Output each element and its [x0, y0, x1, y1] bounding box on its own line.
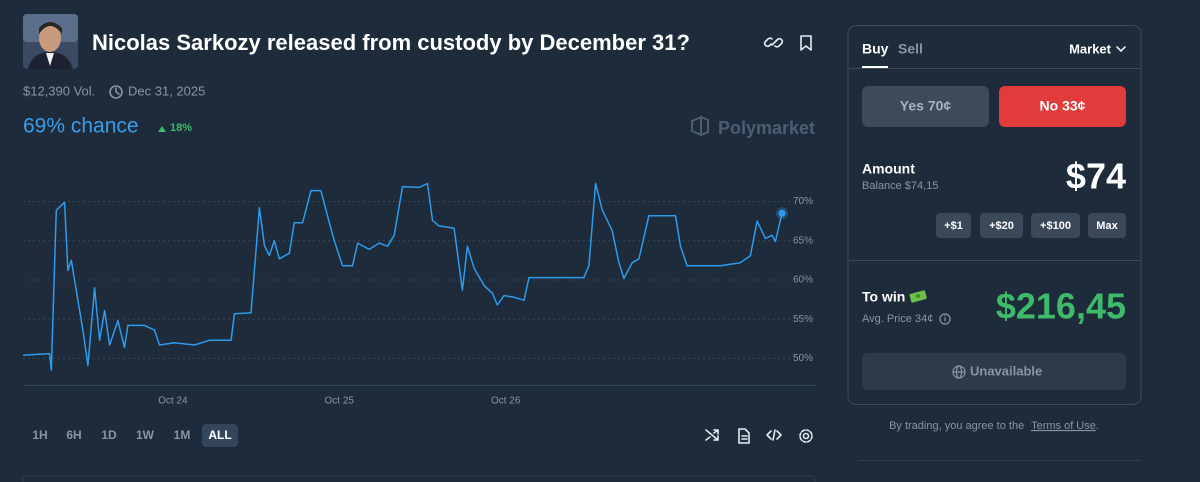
quick-add-label: +$100 [1040, 220, 1071, 232]
terms-prefix: By trading, you agree to the [889, 420, 1024, 432]
terms-suffix: . [1096, 420, 1099, 432]
volume: $12,390 Vol. [23, 83, 95, 98]
time-range[interactable]: 1M [174, 428, 191, 442]
embed-icon[interactable] [766, 429, 782, 441]
chart: 50% 55% 60% 65% 70% Oct 24 Oct 25 Oct 26 [22, 182, 815, 407]
no-label: No 33¢ [1040, 98, 1086, 114]
status: Unavailable [970, 363, 1042, 378]
link-icon[interactable] [763, 37, 784, 48]
active-range [202, 424, 238, 447]
to-win: $216,45 [996, 286, 1126, 327]
avatar [23, 14, 78, 69]
y-tick-label: 60% [793, 275, 813, 286]
y-tick-label: 50% [793, 353, 813, 364]
quick-add-label: +$20 [989, 220, 1014, 232]
shuffle-icon[interactable] [705, 429, 719, 441]
yes-button[interactable] [862, 86, 989, 127]
balance: Balance $74,15 [862, 180, 938, 192]
amount[interactable]: $74 [1066, 156, 1126, 197]
time-range[interactable]: ALL [208, 428, 231, 442]
y-tick-label: 65% [793, 235, 813, 246]
time-range[interactable]: 1H [32, 428, 47, 442]
x-tick-label: Oct 25 [325, 396, 355, 407]
info-icon [939, 313, 951, 325]
settings-icon[interactable] [799, 429, 813, 443]
last-point [778, 209, 786, 217]
amount-label: Amount [862, 161, 915, 177]
bookmark-icon[interactable] [800, 35, 812, 51]
quick-add-button[interactable] [936, 213, 971, 238]
x-tick-label: Oct 24 [158, 396, 188, 407]
quick-add-button[interactable] [1088, 213, 1126, 238]
globe-icon [952, 365, 966, 379]
chevron [1116, 46, 1126, 52]
y-tick-label: 55% [793, 314, 813, 325]
buy-tab[interactable]: Buy [862, 41, 889, 57]
price-line [22, 182, 783, 371]
up-arrow [158, 126, 166, 132]
unavailable-button [862, 353, 1126, 390]
time-range[interactable]: 1W [136, 428, 155, 442]
time-range[interactable]: 6H [66, 428, 81, 442]
no-button[interactable] [999, 86, 1126, 127]
chance: 69% chance [23, 115, 139, 138]
order-type[interactable]: Market [1069, 41, 1112, 56]
quick-add-button[interactable] [980, 213, 1023, 238]
chance-change: 18% [170, 122, 192, 134]
quick-add: +$1 +$20 +$100 Max [936, 213, 1126, 238]
x-tick-label: Oct 26 [491, 396, 521, 407]
chart-tools [705, 428, 813, 444]
to-win-label: To win [862, 289, 905, 305]
end-date: Dec 31, 2025 [128, 83, 205, 98]
avg-price: Avg. Price 34¢ [862, 313, 933, 325]
brand: Polymarket [718, 118, 815, 138]
time-range-selector: 1H 6H 1D 1W 1M ALL [32, 424, 238, 447]
document-icon[interactable] [738, 428, 750, 444]
quick-add-label: Max [1096, 220, 1118, 232]
terms-link[interactable]: Terms of Use [1031, 420, 1096, 432]
quick-add-label: +$1 [944, 220, 963, 232]
quick-add-button[interactable] [1031, 213, 1080, 238]
brand-logo [691, 115, 709, 137]
yes-label: Yes 70¢ [900, 98, 952, 114]
sell-tab[interactable]: Sell [898, 41, 923, 57]
y-tick-label: 70% [793, 196, 813, 207]
tab-underline [862, 66, 888, 68]
terms: By trading, you agree to the Terms of Us… [889, 420, 1099, 432]
card-edge [22, 475, 816, 482]
clock-icon [109, 85, 123, 99]
money-icon [909, 290, 927, 303]
time-range[interactable]: 1D [101, 428, 117, 442]
market-title: Nicolas Sarkozy released from custody by… [92, 30, 690, 55]
